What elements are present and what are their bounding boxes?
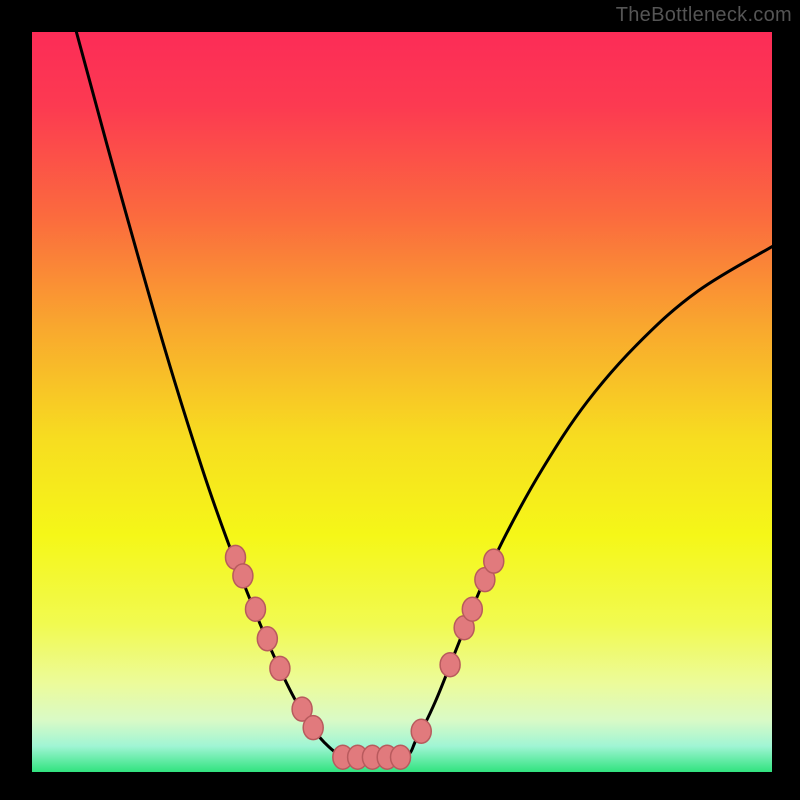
data-marker: [411, 719, 431, 743]
gradient-background: [32, 32, 772, 772]
data-marker: [303, 716, 323, 740]
bottleneck-chart: [32, 32, 772, 772]
data-marker: [391, 745, 411, 769]
data-marker: [245, 597, 265, 621]
data-marker: [270, 656, 290, 680]
data-marker: [440, 653, 460, 677]
data-marker: [257, 627, 277, 651]
data-marker: [233, 564, 253, 588]
data-marker: [484, 549, 504, 573]
watermark-text: TheBottleneck.com: [616, 4, 792, 27]
data-marker: [462, 597, 482, 621]
plot-area: [32, 32, 772, 772]
